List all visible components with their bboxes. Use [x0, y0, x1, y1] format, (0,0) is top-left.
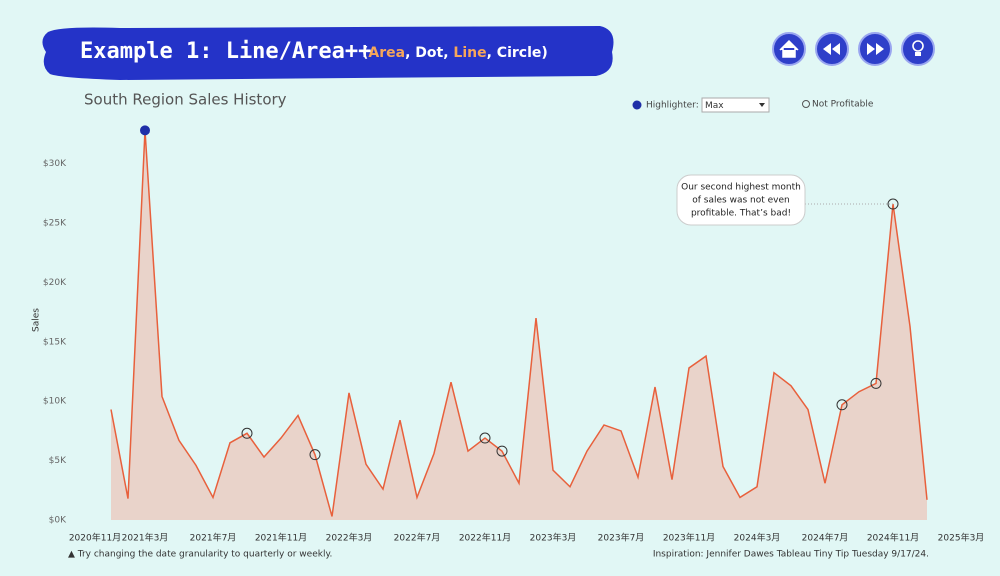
highlighter-dropdown[interactable] — [701, 97, 770, 113]
x-tick-label: 2023年3月 — [530, 532, 577, 544]
not-profitable-legend-marker — [802, 100, 810, 108]
x-tick-label: 2023年11月 — [663, 532, 715, 544]
plot: $0K $5K $10K $15K $20K $25K $30K 2020年11月 2021年3… — [43, 125, 985, 544]
x-tick-label: 2020年11月 — [69, 532, 121, 544]
y-tick-label: $25K — [43, 219, 67, 229]
dashboard-title: Example 1: Line/Area++ — [80, 39, 371, 64]
x-tick-label: 2022年11月 — [459, 532, 511, 544]
dropdown-arrow — [759, 103, 765, 107]
x-tick-label: 2024年11月 — [867, 532, 919, 544]
x-tick-label: 2021年11月 — [255, 532, 307, 544]
highlighter-value: Max — [705, 101, 724, 111]
x-tick-label: 2022年3月 — [326, 532, 373, 544]
not-profitable-circle — [887, 198, 899, 210]
back-button[interactable] — [815, 32, 849, 66]
forward-button[interactable] — [858, 32, 892, 66]
footer-note: ▲ Try changing the date granularity to q… — [68, 550, 332, 560]
annotation-box — [676, 174, 806, 226]
chart-title: South Region Sales History — [84, 91, 287, 109]
info-button[interactable] — [901, 32, 935, 66]
not-profitable-label: Not Profitable — [812, 100, 874, 110]
x-tick-label: 2024年7月 — [802, 532, 849, 544]
not-profitable-circle — [870, 377, 882, 389]
nav-buttons — [772, 32, 935, 66]
y-tick-label: $10K — [43, 397, 67, 407]
y-tick-label: $20K — [43, 278, 67, 288]
home-button[interactable] — [772, 32, 806, 66]
highlight-legend-marker — [632, 100, 642, 110]
subtitle-part: , Dot, — [405, 45, 453, 61]
y-axis-title: Sales — [32, 308, 42, 332]
annotation-text: Our second highest month — [681, 183, 801, 193]
title-banner — [42, 26, 614, 80]
area — [111, 130, 927, 520]
not-profitable-circle — [836, 399, 848, 411]
not-profitable-circle — [479, 432, 491, 444]
x-tick-label: 2025年3月 — [938, 532, 985, 544]
dashboard-subtitle: (Area, Dot, Line, Circle) — [362, 45, 548, 61]
x-tick-label: 2021年7月 — [190, 532, 237, 544]
y-tick-label: $15K — [43, 337, 67, 347]
line — [110, 130, 928, 517]
x-tick-label: 2022年7月 — [394, 532, 441, 544]
x-tick-label: 2023年7月 — [598, 532, 645, 544]
highlight-dot — [140, 125, 150, 136]
highlighter-label: Highlighter: — [646, 101, 699, 111]
annotation-text: profitable. That’s bad! — [691, 209, 791, 219]
footer-credit: Inspiration: Jennifer Dawes Tableau Tiny… — [653, 550, 929, 560]
subtitle-part: Line — [453, 45, 486, 61]
not-profitable-circle — [496, 445, 508, 457]
subtitle-part: ( — [362, 45, 368, 61]
annotation-text: of sales was not even — [692, 196, 789, 206]
x-tick-label: 2024年3月 — [734, 532, 781, 544]
subtitle-part: Area — [368, 45, 405, 61]
x-tick-label: 2021年3月 — [122, 532, 169, 544]
subtitle-part: , Circle) — [487, 45, 548, 61]
y-tick-label: $0K — [49, 516, 67, 526]
not-profitable-circle — [309, 449, 321, 461]
y-tick-label: $30K — [43, 159, 67, 169]
y-tick-label: $5K — [49, 456, 67, 466]
not-profitable-circle — [241, 427, 253, 439]
